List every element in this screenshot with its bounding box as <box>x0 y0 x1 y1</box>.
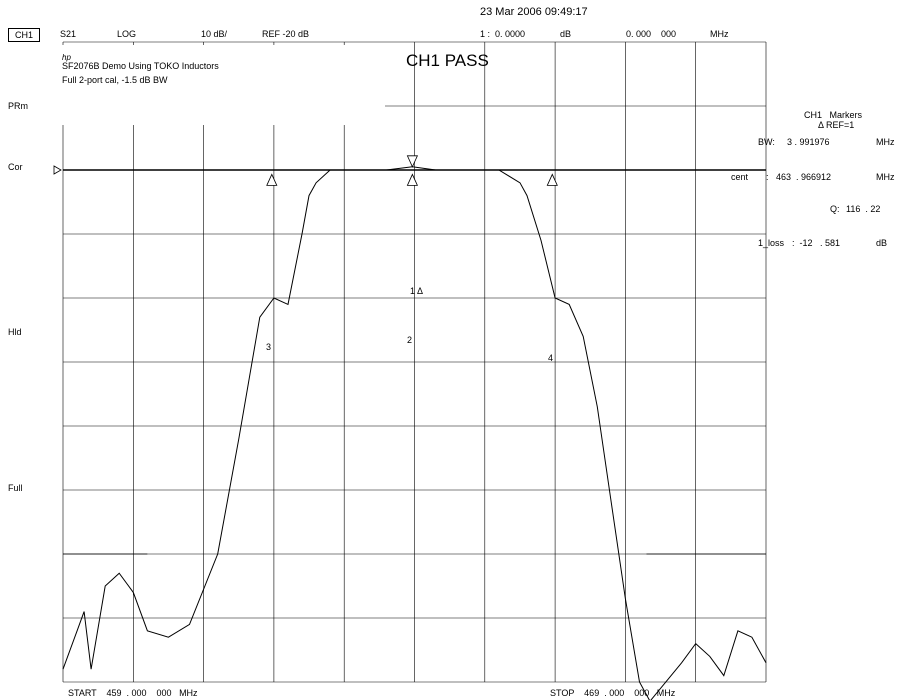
reference-level-indicator <box>53 165 62 175</box>
side-label-hld: Hld <box>8 327 22 337</box>
graticule <box>62 41 767 683</box>
markers-ref: Δ REF=1 <box>818 120 855 130</box>
marker-label-1: 1 Δ <box>410 286 424 296</box>
annotation-line-1: SF2076B Demo Using TOKO Inductors <box>62 61 219 71</box>
sparam-label: S21 <box>60 29 77 39</box>
bw-value: 3 . 991976 <box>787 137 830 147</box>
cent-value: : 463 . 966912 <box>766 172 832 182</box>
markers-title: CH1 Markers <box>804 110 863 120</box>
reference-arrow-icon <box>53 165 62 175</box>
s21-trace <box>62 166 767 700</box>
q-label: Q: <box>830 204 840 214</box>
bw-label: BW: <box>758 137 775 147</box>
marker-4-icon[interactable] <box>546 173 558 186</box>
loss-value: : -12 . 581 <box>792 238 841 248</box>
bw-unit: MHz <box>876 137 895 147</box>
marker-symbols <box>266 155 558 186</box>
marker-2-icon[interactable] <box>406 173 419 186</box>
limit-test-status: CH1 PASS <box>406 51 489 70</box>
timestamp: 23 Mar 2006 09:49:17 <box>480 6 588 18</box>
marker-label-3: 3 <box>266 342 272 352</box>
marker-freq-unit: MHz <box>710 29 729 39</box>
marker-3-icon[interactable] <box>266 173 278 186</box>
cent-unit: MHz <box>876 172 895 182</box>
channel-indicator[interactable]: CH1 <box>8 28 40 42</box>
stop-frequency: STOP 469 . 000 000 MHz <box>550 688 676 698</box>
loss-label: 1_loss <box>758 238 785 248</box>
q-value: 116 . 22 <box>846 204 881 214</box>
annotation-box <box>60 45 385 125</box>
loss-unit: dB <box>876 238 888 248</box>
start-frequency: START 459 . 000 000 MHz <box>68 688 198 698</box>
marker-label-4: 4 <box>548 353 554 363</box>
side-label-prm: PRm <box>8 101 28 111</box>
format-label: LOG <box>117 29 137 39</box>
marker-freq: 0. 000 000 <box>626 29 677 39</box>
cent-label: cent <box>731 172 749 182</box>
ref-label: REF -20 dB <box>262 29 310 39</box>
marker-unit: dB <box>560 29 572 39</box>
marker-1-icon[interactable] <box>406 155 419 168</box>
scale-label: 10 dB/ <box>201 29 228 39</box>
hp-logo: hp <box>62 53 71 62</box>
annotation-line-2: Full 2-port cal, -1.5 dB BW <box>62 75 168 85</box>
marker-label-2: 2 <box>407 335 413 345</box>
marker-readout: 1 : 0. 0000 <box>480 29 526 39</box>
side-label-cor: Cor <box>8 162 23 172</box>
side-label-full: Full <box>8 483 23 493</box>
